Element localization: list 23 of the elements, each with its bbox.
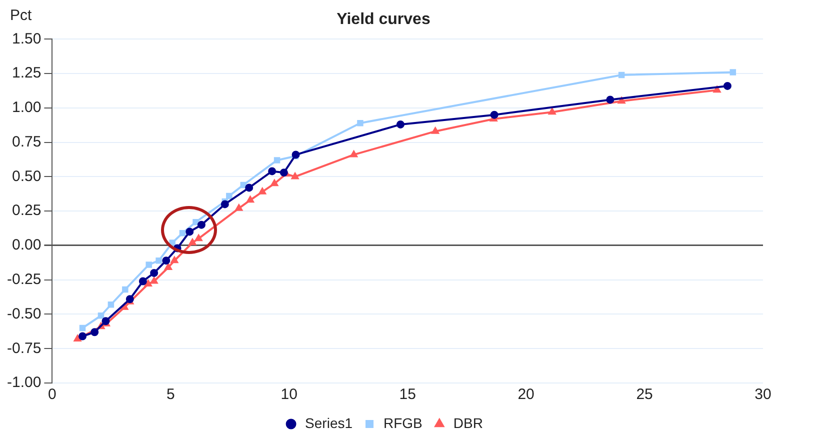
y-tick-label: 1.00	[12, 99, 42, 116]
legend-label: RFGB	[384, 414, 422, 431]
y-tick-label: -0.50	[6, 305, 42, 322]
x-tick-label: 20	[518, 386, 534, 404]
y-tick-label: 0.50	[12, 168, 42, 185]
x-tick-label: 15	[399, 386, 416, 404]
x-tick-label: 10	[280, 386, 298, 404]
y-tick-label: -0.75	[6, 340, 42, 357]
y-tick-label: 0.75	[12, 133, 42, 150]
legend-label: DBR	[453, 414, 483, 431]
x-tick-label: 30	[754, 386, 772, 404]
x-tick-label: 5	[166, 386, 175, 404]
x-tick-label: 25	[636, 386, 653, 404]
y-tick-label: 0.25	[12, 202, 42, 220]
y-axis-title: Pct	[10, 7, 33, 24]
y-tick-label: -0.25	[6, 271, 42, 288]
chart-title: Yield curves	[336, 11, 430, 28]
y-tick-label: 1.25	[12, 64, 42, 82]
y-tick-label: 1.50	[12, 30, 42, 48]
legend-label: Series1	[305, 414, 353, 431]
y-tick-label: 0.00	[12, 236, 42, 254]
y-tick-label: -1.00	[6, 374, 42, 392]
x-tick-label: 0	[48, 386, 56, 404]
